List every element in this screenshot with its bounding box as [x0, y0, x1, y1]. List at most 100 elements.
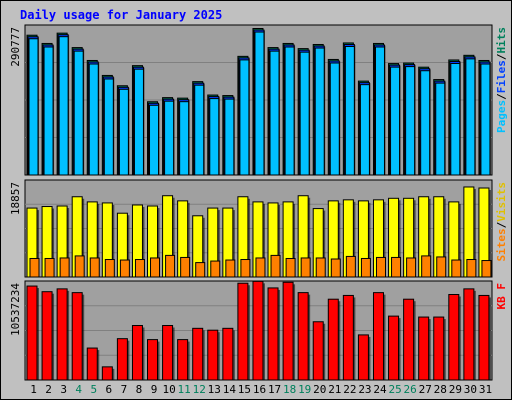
kbytes-bar-day-17 — [267, 287, 279, 381]
sites-bar-day-23 — [360, 257, 371, 278]
kbytes-bar-day-16 — [252, 280, 264, 381]
x-tick-label-day-28: 28 — [434, 383, 447, 396]
x-tick-label-day-26: 26 — [404, 383, 417, 396]
visits-legend-sites: Sites — [495, 228, 508, 261]
x-tick-label-day-6: 6 — [106, 383, 113, 396]
kbytes-legend-kb-f: KB F — [495, 283, 508, 310]
pages-bar-day-16 — [254, 31, 265, 176]
visits-legend-separator: / — [495, 221, 508, 228]
visits-ymax-label: 18857 — [9, 182, 22, 215]
pages-bar-day-6 — [103, 78, 114, 176]
pages-bar-day-4 — [73, 50, 84, 176]
sites-bar-day-28 — [436, 256, 447, 278]
pages-bar-day-23 — [359, 84, 370, 176]
kbytes-bar-day-18 — [282, 281, 294, 381]
pages-bar-day-22 — [344, 45, 355, 176]
sites-bar-day-17 — [270, 254, 281, 278]
pages-bar-day-21 — [329, 62, 340, 176]
x-tick-label-day-29: 29 — [449, 383, 462, 396]
x-tick-label-day-23: 23 — [358, 383, 371, 396]
kbytes-bar-day-24 — [372, 292, 384, 381]
x-tick-label-day-3: 3 — [60, 383, 67, 396]
sites-bar-day-10 — [165, 254, 176, 278]
sites-bar-day-20 — [315, 257, 326, 278]
x-tick-label-day-9: 9 — [151, 383, 158, 396]
kbytes-bar-day-8 — [131, 325, 143, 381]
sites-bar-day-3 — [59, 257, 70, 278]
hits-legend-hits: Hits — [495, 27, 508, 54]
x-tick-label-day-14: 14 — [223, 383, 237, 396]
sites-bar-day-9 — [150, 257, 161, 278]
visits-sites-bars — [26, 186, 492, 278]
sites-bar-day-11 — [180, 256, 191, 278]
kbytes-bar-day-31 — [478, 294, 490, 381]
kbytes-bar-day-20 — [312, 321, 324, 381]
pages-bar-day-14 — [224, 98, 235, 176]
x-tick-label-day-4: 4 — [75, 383, 82, 396]
hits-legend: Pages/Files/Hits — [495, 27, 508, 133]
kbytes-bar-day-11 — [177, 339, 189, 381]
x-tick-label-day-19: 19 — [298, 383, 311, 396]
hits-ymax-label: 290777 — [9, 27, 22, 67]
pages-bar-day-10 — [164, 100, 175, 176]
sites-bar-day-1 — [29, 257, 40, 278]
pages-bar-day-7 — [118, 88, 129, 176]
x-tick-label-day-10: 10 — [162, 383, 175, 396]
x-tick-label-day-24: 24 — [373, 383, 387, 396]
hits-legend-files: Files — [495, 60, 508, 93]
x-tick-label-day-25: 25 — [388, 383, 401, 396]
sites-bar-day-5 — [89, 257, 100, 278]
kbytes-legend: KB F — [495, 283, 508, 310]
x-tick-label-day-13: 13 — [208, 383, 221, 396]
kbytes-bar-day-19 — [297, 292, 309, 381]
kbytes-bar-day-23 — [357, 334, 369, 381]
x-tick-label-day-22: 22 — [343, 383, 356, 396]
pages-bar-day-26 — [405, 66, 416, 176]
x-tick-label-day-12: 12 — [193, 383, 206, 396]
pages-bar-day-28 — [435, 82, 446, 176]
kbytes-bar-day-22 — [342, 294, 354, 381]
pages-bar-day-31 — [480, 63, 491, 176]
sites-bar-day-19 — [300, 257, 311, 278]
sites-bar-day-14 — [225, 259, 236, 278]
chart-title: Daily usage for January 2025 — [20, 8, 222, 22]
x-tick-label-day-5: 5 — [90, 383, 97, 396]
sites-bar-day-21 — [330, 258, 341, 278]
pages-bar-day-3 — [58, 36, 69, 176]
sites-bar-day-24 — [375, 256, 386, 278]
kbytes-panel: 10537234 KB F — [9, 280, 508, 381]
x-tick-label-day-1: 1 — [30, 383, 37, 396]
x-tick-label-day-7: 7 — [121, 383, 128, 396]
x-axis-day-labels: 1 2 3 4 5 6 7 8 9 10 11 12 13 14 15 16 17 18 19 20 21 22 23 24 2… — [30, 383, 492, 396]
sites-bar-day-25 — [391, 256, 402, 278]
kbytes-bar-day-4 — [71, 292, 83, 381]
pages-bar-day-2 — [43, 46, 54, 176]
pages-bar-day-9 — [149, 104, 160, 176]
visits-legend-visits: Visits — [495, 182, 508, 222]
hits-legend-separator: / — [495, 53, 508, 60]
kbytes-bar-day-5 — [86, 347, 98, 381]
kbytes-bar-day-27 — [418, 316, 430, 381]
pages-bar-day-15 — [239, 59, 250, 176]
kbytes-bar-day-30 — [463, 288, 475, 381]
sites-bar-day-13 — [210, 260, 221, 278]
pages-bar-day-27 — [420, 70, 431, 176]
sites-bar-day-2 — [44, 257, 55, 278]
hits-legend-pages: Pages — [495, 100, 508, 133]
visits-legend: Sites/Visits — [495, 182, 508, 262]
sites-bar-day-31 — [481, 260, 492, 278]
kbytes-bar-day-10 — [162, 325, 174, 381]
x-tick-label-day-30: 30 — [464, 383, 477, 396]
kbytes-bar-day-21 — [327, 298, 339, 381]
pages-bar-day-19 — [299, 51, 310, 176]
sites-bar-day-12 — [195, 262, 206, 278]
sites-bar-day-4 — [74, 255, 85, 278]
kbytes-bar-day-28 — [433, 316, 445, 381]
sites-bar-day-8 — [134, 259, 145, 278]
x-tick-label-day-31: 31 — [479, 383, 492, 396]
kbytes-bar-day-6 — [101, 366, 113, 381]
sites-bar-day-30 — [466, 259, 477, 278]
